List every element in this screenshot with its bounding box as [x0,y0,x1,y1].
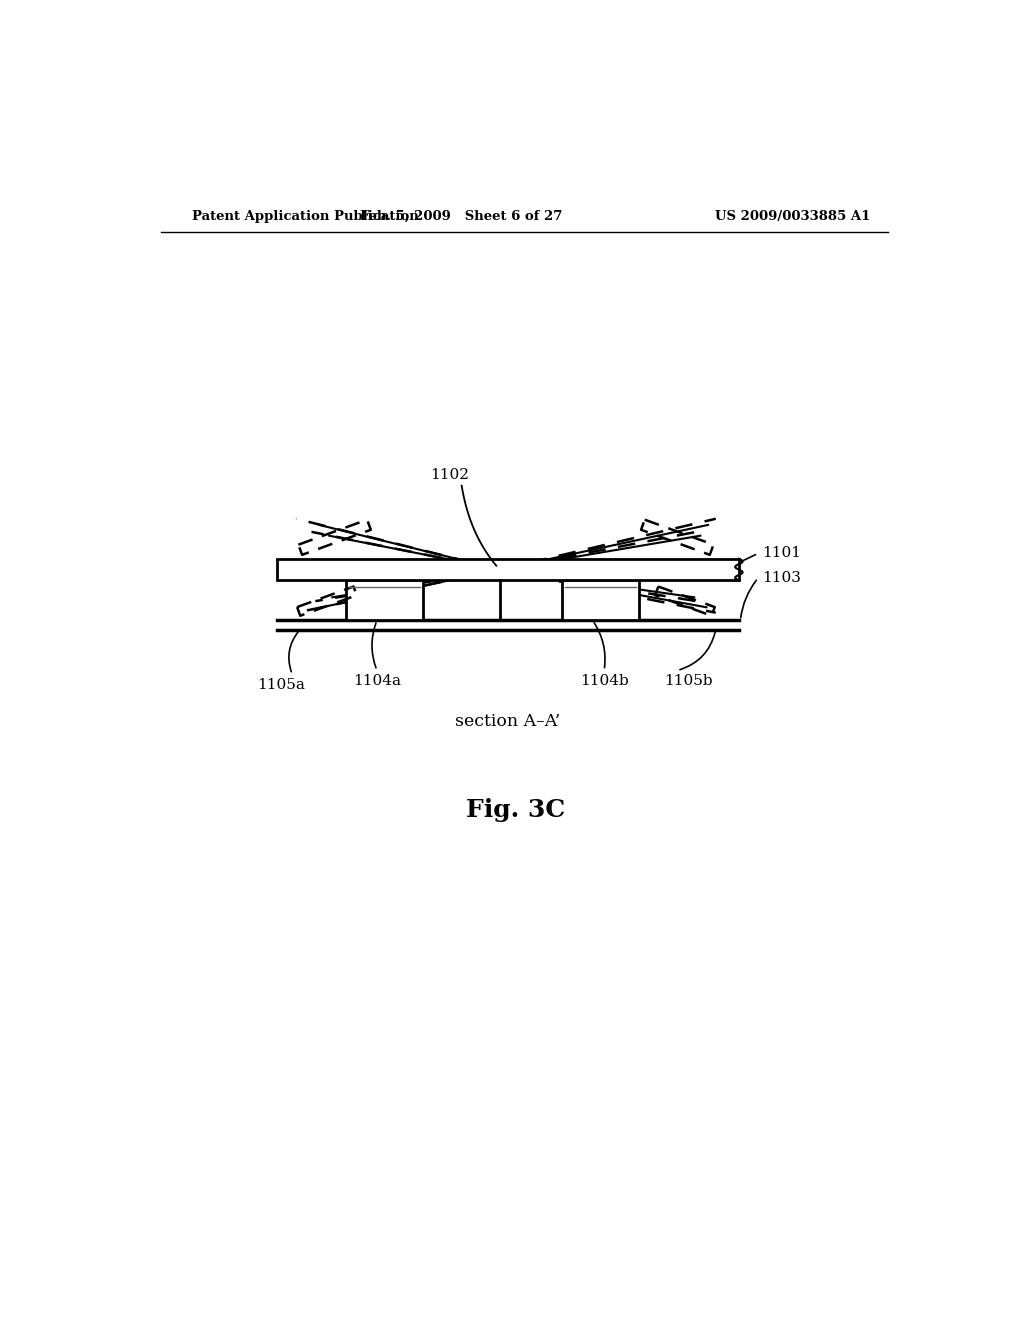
Text: 1102: 1102 [431,467,470,482]
Text: section A–A’: section A–A’ [456,713,560,730]
Text: 1103: 1103 [762,572,801,585]
Bar [346,581,423,620]
Text: Fig. 3C: Fig. 3C [466,797,565,821]
Text: 1104b: 1104b [580,675,629,688]
Text: 1104a: 1104a [353,675,401,688]
Text: 1105b: 1105b [665,675,713,688]
Text: Patent Application Publication: Patent Application Publication [193,210,419,223]
Text: 1101: 1101 [762,546,801,561]
Text: Feb. 5, 2009   Sheet 6 of 27: Feb. 5, 2009 Sheet 6 of 27 [360,210,563,223]
Bar [562,581,639,620]
Text: US 2009/0033885 A1: US 2009/0033885 A1 [715,210,870,223]
Text: 1105a: 1105a [257,678,305,692]
Bar [276,558,739,581]
